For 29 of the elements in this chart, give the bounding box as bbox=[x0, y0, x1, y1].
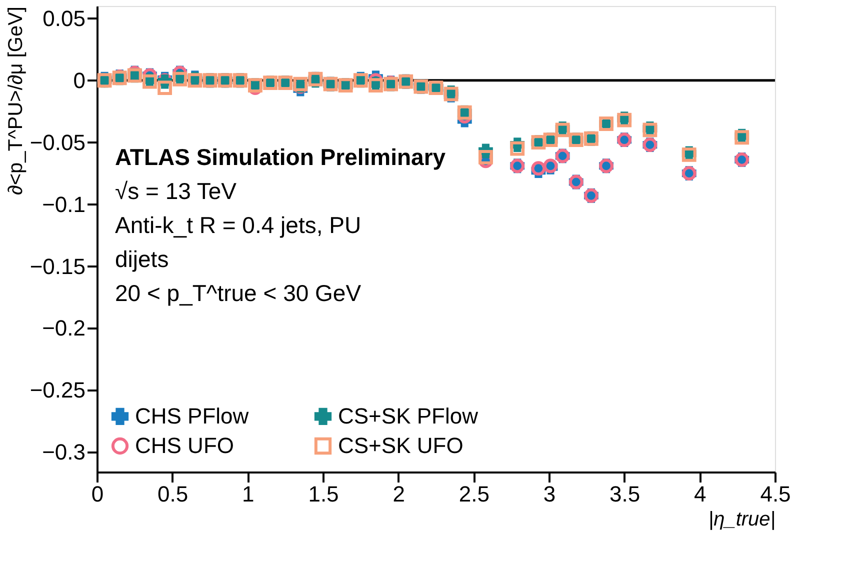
y-tick-label: −0.2 bbox=[42, 316, 86, 341]
y-tick-label: −0.3 bbox=[42, 440, 86, 465]
legend-label: CHS UFO bbox=[135, 433, 234, 458]
annotation: √s = 13 TeV bbox=[115, 178, 238, 204]
y-tick-label: 0.05 bbox=[42, 6, 86, 31]
legend-label: CHS PFlow bbox=[135, 403, 249, 428]
x-tick-label: 3.5 bbox=[610, 482, 640, 506]
annotation: Anti-k_t R = 0.4 jets, PU bbox=[115, 212, 362, 238]
x-tick-label: 0.5 bbox=[158, 482, 188, 506]
y-tick-label: −0.1 bbox=[42, 192, 86, 217]
legend-label: CS+SK PFlow bbox=[338, 403, 478, 428]
x-axis-title: |η_true| bbox=[708, 508, 776, 530]
y-tick-label: −0.05 bbox=[30, 130, 86, 155]
y-axis-title: ∂<p_T^PU>/∂μ [GeV] bbox=[4, 6, 27, 196]
x-tick-label: 1 bbox=[242, 482, 254, 506]
annotation: dijets bbox=[115, 246, 169, 272]
x-tick-label: 2.5 bbox=[458, 482, 490, 506]
y-tick-label: −0.15 bbox=[30, 254, 86, 279]
x-tick-label: 4 bbox=[694, 482, 706, 506]
x-tick-label: 1.5 bbox=[308, 482, 339, 506]
x-tick-label: 0 bbox=[91, 482, 104, 506]
x-tick-label: 3 bbox=[543, 482, 556, 506]
legend-label: CS+SK UFO bbox=[338, 433, 464, 458]
annotation: ATLAS Simulation Preliminary bbox=[115, 144, 446, 170]
annotation: 20 < p_T^true < 30 GeV bbox=[115, 280, 362, 306]
x-tick-label: 2 bbox=[392, 482, 405, 506]
x-tick-label: 4.5 bbox=[760, 482, 791, 506]
y-tick-label: 0 bbox=[73, 68, 86, 93]
y-tick-label: −0.25 bbox=[30, 378, 86, 403]
